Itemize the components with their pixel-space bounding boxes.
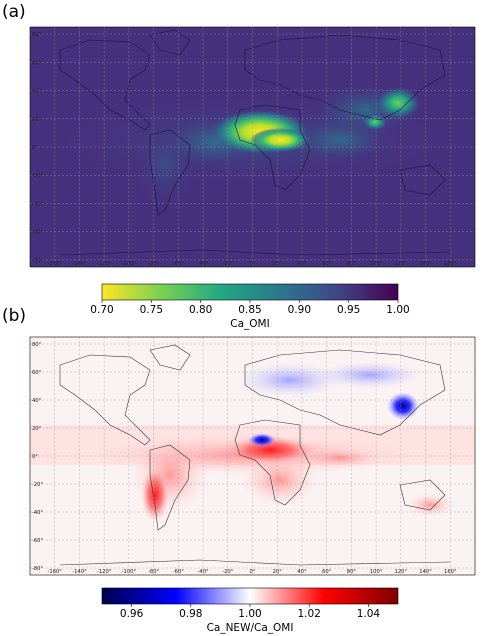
lon-tick-label: 20°: [273, 261, 283, 267]
continent-outlines: [59, 29, 451, 256]
colorbar-a-label: Ca_OMI: [230, 318, 270, 330]
colorbar-tick-label: 1.00: [238, 608, 261, 620]
lon-tick-label: 0°: [250, 569, 256, 575]
map-a-frame: [29, 26, 476, 268]
band-central-africa-red: [225, 436, 315, 464]
colorbar-a-gradient: [101, 283, 399, 301]
lon-tick-label: 100°: [370, 261, 383, 267]
lon-tick-label: 0°: [250, 261, 256, 267]
lon-tick-label: -80°: [148, 261, 159, 267]
lon-tick-label: 100°: [370, 569, 383, 575]
panel-a-label: (a): [2, 2, 26, 22]
colorbar-tick-label: 0.96: [120, 608, 144, 620]
continent-outlines-b: [59, 344, 451, 566]
band-andes-red: [141, 467, 169, 523]
lat-tick-label: 40°: [32, 89, 42, 95]
band-siberia-blue: [315, 361, 425, 389]
lon-tick-label: 160°: [444, 569, 457, 575]
colorbar-b-label: Ca_NEW/Ca_OMI: [206, 622, 294, 634]
map-a: -160° -140° -120° -100° -80° -60° -40° -20° 0° 20…: [29, 26, 476, 268]
lat-tick-label: -60°: [32, 538, 43, 544]
plume-southeast-asia: [363, 114, 387, 130]
lon-tick-label: -100°: [122, 261, 137, 267]
lon-tick-label: -120°: [97, 261, 112, 267]
lon-tick-label: -100°: [122, 569, 137, 575]
lon-tick-label: 80°: [347, 261, 357, 267]
lat-tick-label: -40°: [32, 510, 43, 516]
lon-tick-label: 120°: [395, 569, 408, 575]
band-australia-red: [405, 493, 455, 517]
plume-east-china: [376, 87, 420, 119]
lat-tick-label: 80°: [32, 32, 42, 38]
lat-tick-label: 0°: [32, 145, 38, 151]
colorbar-b-ticks: 0.96 0.98 1.00 1.02 1.04: [120, 604, 380, 620]
lon-tick-label: 80°: [347, 569, 357, 575]
lat-tick-label: -80°: [32, 258, 43, 264]
lat-tick-label: -40°: [32, 201, 43, 207]
lon-tick-label: 20°: [273, 569, 283, 575]
map-b: -160° -140° -120° -100° -80° -60° -40° -20° 0° 20…: [29, 336, 476, 576]
lat-tick-label: -80°: [32, 566, 43, 572]
lon-tick-label: 140°: [419, 569, 432, 575]
colorbar-tick-label: 0.95: [337, 304, 360, 316]
colorbar-a: 0.70 0.75 0.80 0.85 0.90 0.95 1.00: [90, 283, 410, 316]
lon-tick-label: -160°: [48, 261, 63, 267]
lon-tick-label: -80°: [148, 569, 159, 575]
lon-tick-label: 40°: [297, 569, 307, 575]
lon-tick-label: 120°: [395, 261, 408, 267]
colorbar-tick-label: 0.75: [140, 304, 163, 316]
lon-tick-label: -60°: [173, 569, 184, 575]
lon-tick-label: -120°: [97, 569, 112, 575]
colorbar-tick-label: 0.90: [288, 304, 311, 316]
lat-tick-label: 20°: [32, 117, 42, 123]
lon-tick-label: 40°: [297, 261, 307, 267]
lat-tick-label: 60°: [32, 370, 42, 376]
band-africa-red: [240, 452, 320, 508]
tick-labels-a: -160° -140° -120° -100° -80° -60° -40° -20° 0° 20…: [32, 32, 457, 267]
lat-tick-label: -20°: [32, 173, 43, 179]
lon-tick-label: -160°: [48, 569, 63, 575]
lon-tick-label: -140°: [72, 261, 87, 267]
colorbar-a-ticks: 0.70 0.75 0.80 0.85 0.90 0.95 1.00: [90, 300, 410, 316]
band-west-africa-blue: [248, 433, 276, 447]
lon-tick-label: 140°: [419, 261, 432, 267]
lon-tick-label: -40°: [198, 569, 209, 575]
colorbar-tick-label: 0.80: [189, 304, 212, 316]
band-indian-red: [300, 448, 380, 468]
lon-tick-label: -140°: [72, 569, 87, 575]
lat-tick-label: 0°: [32, 454, 38, 460]
plume-sahel: [250, 128, 310, 152]
colorbar-tick-label: 1.02: [298, 608, 321, 620]
colorbar-tick-label: 1.04: [357, 608, 381, 620]
band-east-china-blue: [387, 392, 419, 420]
panel-b-label: (b): [2, 306, 27, 326]
lon-tick-label: -60°: [173, 261, 184, 267]
tick-labels-b: -160° -140° -120° -100° -80° -60° -40° -20° 0° 20…: [32, 342, 457, 575]
lon-tick-label: -20°: [222, 261, 233, 267]
lon-tick-label: -20°: [222, 569, 233, 575]
lon-tick-label: 60°: [322, 261, 332, 267]
lat-tick-label: -60°: [32, 230, 43, 236]
lat-tick-label: 80°: [32, 342, 42, 348]
lat-tick-label: 20°: [32, 426, 42, 432]
colorbar-tick-label: 0.85: [238, 304, 261, 316]
colorbar-tick-label: 0.70: [90, 304, 113, 316]
lon-tick-label: 160°: [444, 261, 457, 267]
map-b-frame: [29, 336, 476, 576]
colorbar-tick-label: 1.00: [386, 304, 409, 316]
lon-tick-label: -40°: [198, 261, 209, 267]
lon-tick-label: 60°: [322, 569, 332, 575]
colorbar-tick-label: 0.98: [179, 608, 202, 620]
lat-tick-label: 40°: [32, 398, 42, 404]
lat-tick-label: 60°: [32, 60, 42, 66]
graticule-a: [30, 27, 475, 267]
colorbar-b-gradient: [101, 587, 399, 605]
lat-tick-label: -20°: [32, 482, 43, 488]
colorbar-b: 0.96 0.98 1.00 1.02 1.04: [101, 587, 399, 620]
